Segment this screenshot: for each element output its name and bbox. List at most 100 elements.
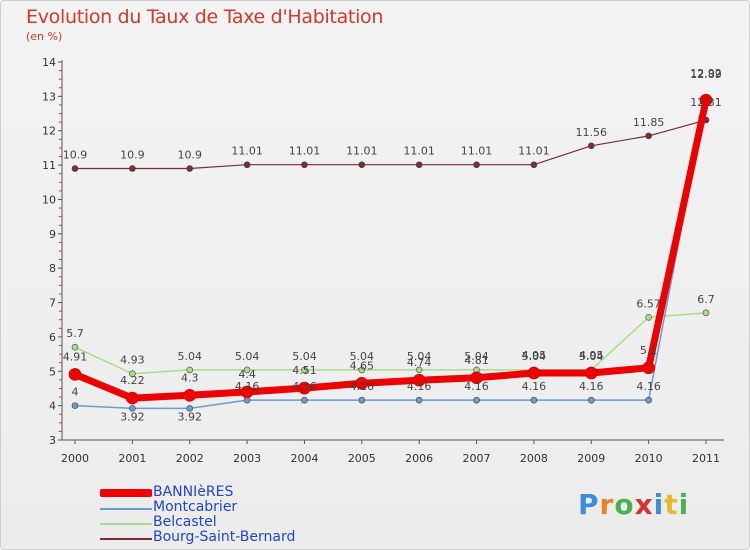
data-point xyxy=(642,361,655,375)
data-point xyxy=(645,396,652,404)
data-point xyxy=(699,93,713,107)
data-point xyxy=(587,142,595,150)
data-point xyxy=(186,405,194,412)
y-tick-label: 3 xyxy=(49,434,56,447)
data-point xyxy=(530,396,538,404)
data-point xyxy=(298,381,311,395)
data-point xyxy=(645,314,652,321)
data-label: 10.9 xyxy=(63,149,88,162)
x-tick-label: 2001 xyxy=(118,452,146,465)
data-label: 5.1 xyxy=(640,344,658,357)
data-point xyxy=(415,366,423,374)
data-point xyxy=(584,366,598,380)
y-tick-label: 7 xyxy=(49,297,56,310)
x-tick-label: 2003 xyxy=(233,452,261,465)
data-point xyxy=(645,132,652,140)
data-label: 4.16 xyxy=(636,380,661,393)
chart-subtitle: (en %) xyxy=(26,30,63,43)
data-point xyxy=(301,161,308,169)
data-point xyxy=(415,161,423,169)
data-label: 11.01 xyxy=(289,145,321,158)
data-label: 4.16 xyxy=(522,380,547,393)
data-label: 12.31 xyxy=(690,96,722,109)
legend-label: BANNIèRES xyxy=(153,484,234,500)
data-label: 4.95 xyxy=(522,349,547,362)
y-tick-label: 4 xyxy=(49,400,56,413)
data-label: 5.04 xyxy=(292,350,317,363)
data-point xyxy=(129,165,136,172)
data-label: 5.04 xyxy=(464,350,489,363)
data-point xyxy=(243,161,251,169)
data-label: 4.3 xyxy=(181,371,199,384)
legend-swatch xyxy=(100,508,152,510)
data-label: 6.7 xyxy=(697,293,715,306)
data-point xyxy=(71,402,79,409)
data-label: 11.56 xyxy=(576,126,608,139)
data-point xyxy=(68,368,82,381)
x-tick-label: 2011 xyxy=(692,452,720,465)
y-tick-label: 14 xyxy=(42,56,56,69)
chart-title: Evolution du Taux de Taxe d'Habitation xyxy=(26,6,384,28)
data-label: 4.4 xyxy=(238,368,256,381)
data-point xyxy=(126,391,139,405)
data-label: 5.04 xyxy=(407,350,432,363)
data-point xyxy=(301,396,308,404)
x-tick-label: 2004 xyxy=(290,452,318,465)
y-tick-label: 12 xyxy=(42,125,56,138)
data-label: 5.04 xyxy=(350,350,375,363)
x-tick-label: 2002 xyxy=(176,452,204,465)
data-point xyxy=(240,385,254,399)
data-point xyxy=(71,165,79,172)
data-label: 5.04 xyxy=(579,350,604,363)
data-point xyxy=(186,366,194,374)
data-point xyxy=(530,161,538,169)
legend-swatch xyxy=(100,538,152,540)
y-tick-label: 8 xyxy=(49,262,56,275)
series-line-2 xyxy=(74,98,707,410)
data-point xyxy=(358,161,366,169)
x-tick-label: 2009 xyxy=(577,452,605,465)
data-point xyxy=(412,373,426,387)
data-label: 10.9 xyxy=(177,149,202,162)
legend-label: Belcastel xyxy=(153,514,217,530)
series-line-0 xyxy=(74,119,707,170)
data-point xyxy=(183,389,197,402)
data-point xyxy=(71,343,79,351)
proxiti-logo: Proxiti xyxy=(578,488,689,521)
data-label: 4.95 xyxy=(579,349,604,362)
data-label: 4.16 xyxy=(235,380,260,393)
logo-letter: t xyxy=(664,488,679,521)
data-label: 6.57 xyxy=(636,297,661,310)
logo-letter: i xyxy=(653,488,665,521)
data-point xyxy=(527,366,541,380)
data-label: 11.01 xyxy=(461,145,493,158)
data-label: 12.92 xyxy=(690,67,722,80)
legend-label: Montcabrier xyxy=(153,499,238,515)
data-label: 10.9 xyxy=(120,149,145,162)
data-point xyxy=(358,366,366,374)
data-label: 11.01 xyxy=(403,145,435,158)
data-label: 4.81 xyxy=(464,354,489,367)
x-tick-label: 2008 xyxy=(520,452,548,465)
data-point xyxy=(702,309,710,317)
data-point xyxy=(243,366,251,374)
y-tick-label: 13 xyxy=(42,90,56,103)
data-point xyxy=(415,396,423,404)
data-label: 4.51 xyxy=(292,364,317,377)
data-point xyxy=(186,165,194,172)
data-point xyxy=(470,371,483,385)
x-tick-label: 2005 xyxy=(348,452,376,465)
data-point xyxy=(587,396,595,404)
data-label: 4.65 xyxy=(350,359,375,372)
data-label: 3.92 xyxy=(120,410,145,423)
x-tick-label: 2000 xyxy=(61,452,89,465)
y-tick-label: 9 xyxy=(49,228,56,241)
data-point xyxy=(473,161,480,169)
logo-letter: x xyxy=(634,488,654,521)
logo-letter: P xyxy=(578,488,600,521)
data-point xyxy=(473,396,480,404)
y-tick-label: 6 xyxy=(49,331,56,344)
data-label: 4.16 xyxy=(579,380,604,393)
